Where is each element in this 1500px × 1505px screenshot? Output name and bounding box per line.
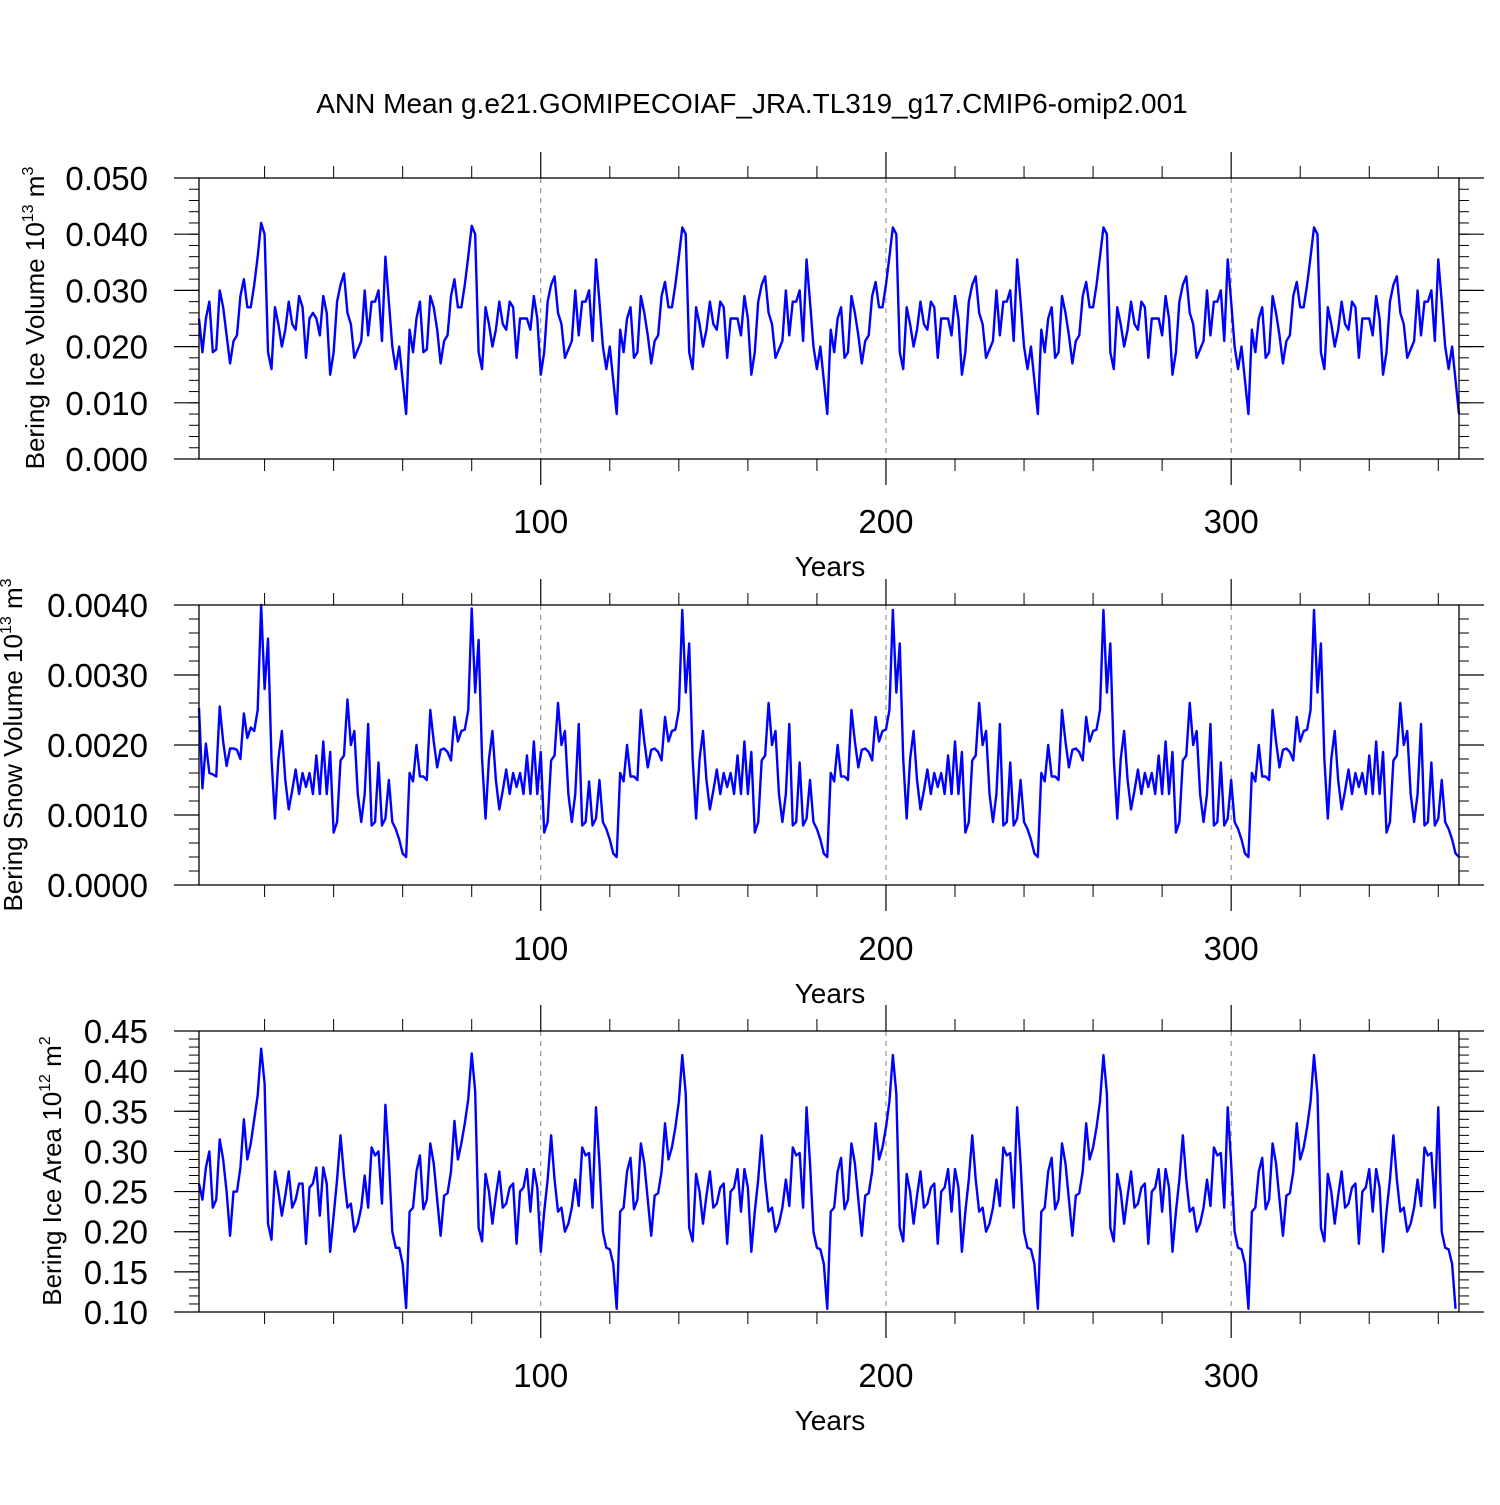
y-tick-label: 0.040 — [65, 216, 148, 253]
x-axis-title: Years — [795, 551, 866, 582]
x-tick-label: 300 — [1204, 930, 1259, 967]
y-tick-label: 0.10 — [84, 1294, 148, 1331]
x-tick-label: 200 — [858, 503, 913, 540]
plot-frame — [198, 604, 1460, 886]
y-axis-title-exponent: 12 — [37, 1074, 54, 1092]
panel-2: 0.0000 0.0010 0.0020 0.0030 0.0040 100 200 300 Y… — [0, 578, 1484, 1009]
y-axis-title-exponent: 13 — [0, 616, 15, 634]
series-line — [197, 221, 1461, 416]
y-axis-title-exponent: 13 — [20, 204, 37, 222]
y-axis-title-unit-exponent: 3 — [0, 578, 15, 587]
y-axis-title-unit-exponent: 2 — [37, 1036, 54, 1045]
chart-title: ANN Mean g.e21.GOMIPECOIAF_JRA.TL319_g17… — [316, 88, 1188, 119]
y-axis-title: Bering Ice Volume 1013 m3 — [20, 167, 50, 470]
y-axis-title-unit: m — [0, 587, 28, 616]
x-tick-label: 200 — [858, 930, 913, 967]
y-tick-label: 0.030 — [65, 272, 148, 309]
y-tick-label: 0.30 — [84, 1133, 148, 1170]
y-tick-label: 0.40 — [84, 1053, 148, 1090]
y-tick-label: 0.000 — [65, 441, 148, 478]
y-tick-label: 0.15 — [84, 1254, 148, 1291]
panel-1: 0.000 0.010 0.020 0.030 0.040 0.050 100 200 300 Y… — [20, 152, 1484, 582]
series-line — [197, 1047, 1457, 1310]
y-axis-title-main: Bering Ice Area 10 — [37, 1092, 67, 1306]
y-tick-label: 0.0030 — [47, 657, 148, 694]
y-axis-title-main: Bering Snow Volume 10 — [0, 634, 28, 912]
y-axis-title-unit: m — [20, 176, 50, 205]
series-line — [197, 603, 1460, 859]
y-axis-title-unit-exponent: 3 — [20, 167, 37, 176]
x-tick-label: 100 — [513, 1357, 568, 1394]
y-axis-title-main: Bering Ice Volume 10 — [20, 222, 50, 469]
panel-3: 0.100.150.200.25 0.300.350.400.45 100 200 30… — [37, 1005, 1484, 1436]
y-axis-title-unit: m — [37, 1045, 67, 1074]
y-tick-label: 0.020 — [65, 329, 148, 366]
x-axis-title: Years — [795, 978, 866, 1009]
y-tick-label: 0.35 — [84, 1093, 148, 1130]
x-tick-label: 200 — [858, 1357, 913, 1394]
y-tick-label: 0.050 — [65, 160, 148, 197]
plot-frame — [198, 1030, 1460, 1313]
y-axis-title: Bering Snow Volume 1013 m3 — [0, 578, 28, 911]
y-tick-label: 0.20 — [84, 1214, 148, 1251]
y-tick-label: 0.25 — [84, 1174, 148, 1211]
x-tick-label: 300 — [1204, 1357, 1259, 1394]
plot-frame — [198, 177, 1460, 460]
y-tick-label: 0.0000 — [47, 867, 148, 904]
x-tick-label: 100 — [513, 930, 568, 967]
y-tick-label: 0.0010 — [47, 797, 148, 834]
x-tick-label: 300 — [1204, 503, 1259, 540]
y-axis-title: Bering Ice Area 1012 m2 — [37, 1036, 67, 1306]
y-tick-label: 0.0020 — [47, 727, 148, 764]
y-tick-label: 0.0040 — [47, 587, 148, 624]
y-tick-label: 0.45 — [84, 1013, 148, 1050]
x-tick-label: 100 — [513, 503, 568, 540]
x-axis-title: Years — [795, 1405, 866, 1436]
y-tick-label: 0.010 — [65, 385, 148, 422]
